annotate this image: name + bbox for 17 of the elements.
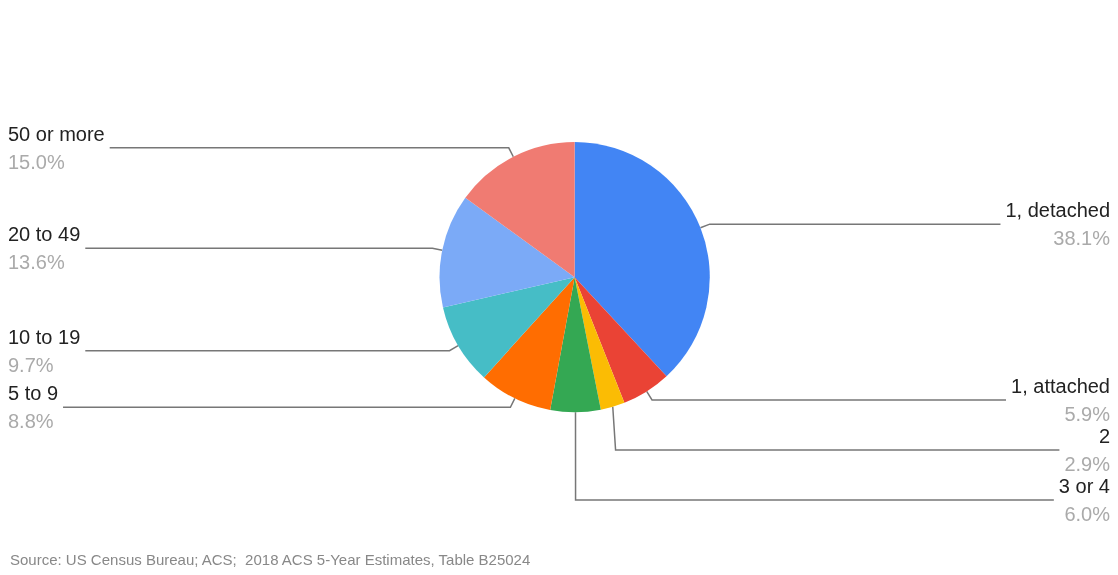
source-note: Source: US Census Bureau; ACS; 2018 ACS 5-Year Estimates, Table B25024 <box>10 551 531 568</box>
slice-label: 2 <box>1098 424 1110 447</box>
data-label: 2.9% <box>1064 452 1111 475</box>
data-label: 5.9% <box>1064 402 1111 425</box>
data-label: 13.6% <box>8 251 65 274</box>
slice-label: 20 to 49 <box>8 223 81 246</box>
slice-label: 1, attached <box>1011 374 1110 397</box>
data-label: 8.8% <box>8 410 54 433</box>
data-label: 9.7% <box>8 353 54 376</box>
slice-label: 50 or more <box>8 122 105 145</box>
slice-label: 10 to 19 <box>8 325 81 348</box>
data-label: 15.0% <box>8 150 65 173</box>
slice-label: 1, detached <box>1005 199 1110 222</box>
data-label: 6.0% <box>1064 502 1111 525</box>
data-label: 38.1% <box>1053 227 1111 250</box>
slice-label: 5 to 9 <box>8 382 59 405</box>
slice-label: 3 or 4 <box>1058 474 1110 497</box>
